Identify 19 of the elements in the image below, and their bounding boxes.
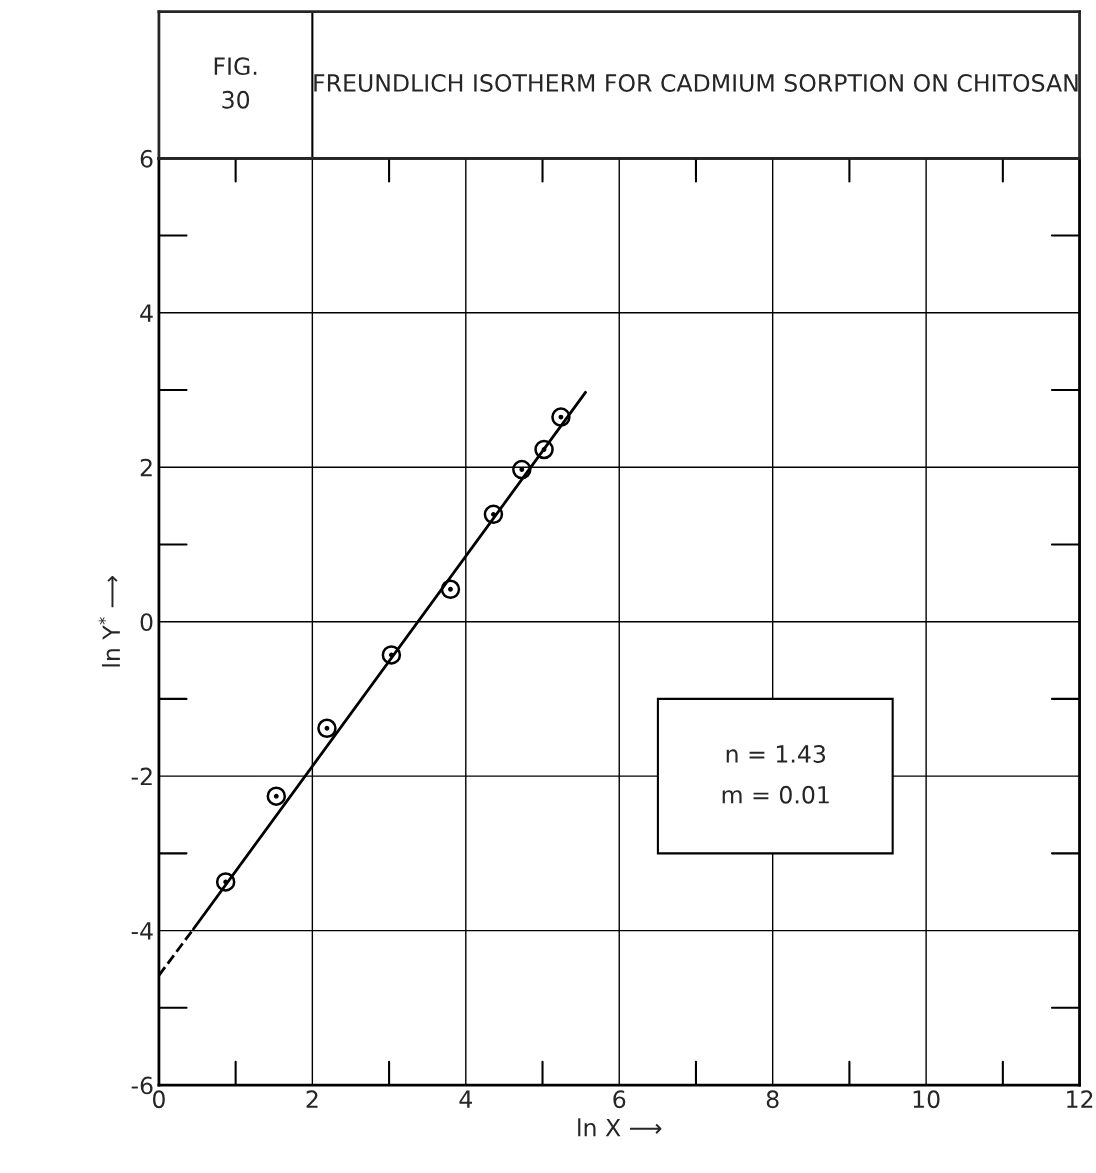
x-tick-label: 8: [766, 1090, 779, 1109]
annotation: n = 1.43 m = 0.01: [722, 745, 829, 804]
chart-title: FIG. 30: [214, 57, 257, 109]
y-tick-label: -6: [131, 1076, 153, 1095]
y-tick-label: 6: [140, 149, 153, 168]
x-tick-label: 2: [306, 1090, 318, 1108]
x-tick-label: 12: [1067, 1090, 1093, 1108]
y-tick-label: 2: [140, 458, 152, 477]
y-axis-title: ln Y$^{*}$ ⟶: [98, 575, 120, 667]
x-tick-label: 6: [613, 1090, 626, 1109]
y-tick-label: -2: [131, 767, 152, 786]
y-tick-label: 0: [140, 613, 153, 631]
y-tick-label: 4: [140, 304, 153, 322]
y-tick-label: -4: [131, 922, 153, 940]
chart-subtitle: FREUNDLICH ISOTHERM FOR CADMIUM SORPTION ON CHITOSAN: [314, 74, 1078, 92]
x-tick-label: 4: [459, 1090, 472, 1108]
x-axis-title: ln X ⟶: [578, 1118, 662, 1137]
x-tick-label: 0: [152, 1090, 165, 1109]
x-tick-label: 10: [913, 1090, 940, 1109]
